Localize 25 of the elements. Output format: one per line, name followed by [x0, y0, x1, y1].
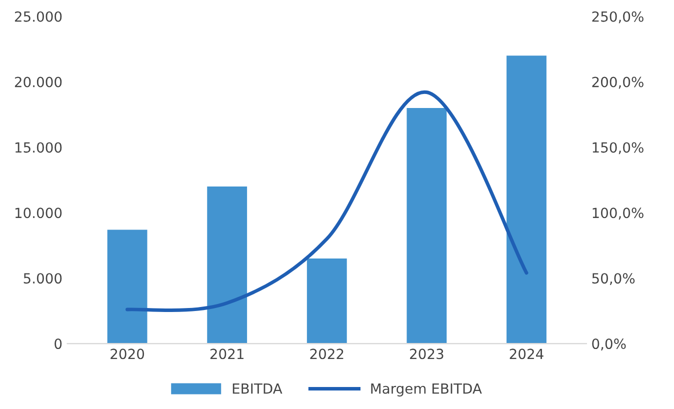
x-tick-label: 2023	[410, 348, 444, 360]
y2-tick-label: 50,0%	[592, 273, 635, 286]
x-tick-label: 2021	[210, 348, 244, 360]
y2-tick-label: 200,0%	[592, 76, 644, 89]
legend-label: EBITDA	[232, 383, 282, 394]
y-tick-label: 5.000	[24, 273, 62, 284]
bar	[406, 108, 447, 344]
legend-label: Margem EBITDA	[371, 383, 482, 396]
y2-tick-label: 0,0%	[592, 338, 626, 350]
y-tick-label: 0	[54, 338, 62, 350]
bar	[306, 258, 347, 344]
y2-tick-label: 100,0%	[592, 208, 644, 220]
x-tick-label: 2022	[310, 348, 344, 360]
x-tick-label: 2024	[510, 348, 544, 360]
x-tick-label: 2020	[110, 348, 144, 360]
y-tick-label: 25.000	[14, 11, 62, 22]
bar	[506, 56, 546, 344]
y2-tick-label: 150,0%	[592, 142, 644, 154]
y-tick-label: 15.000	[15, 142, 62, 153]
y-tick-label: 20.000	[14, 76, 62, 88]
bar	[107, 230, 148, 344]
line-series	[126, 90, 528, 312]
y2-tick-label: 250,0%	[592, 11, 644, 24]
bar	[207, 186, 248, 344]
y-tick-label: 10.000	[15, 208, 62, 218]
